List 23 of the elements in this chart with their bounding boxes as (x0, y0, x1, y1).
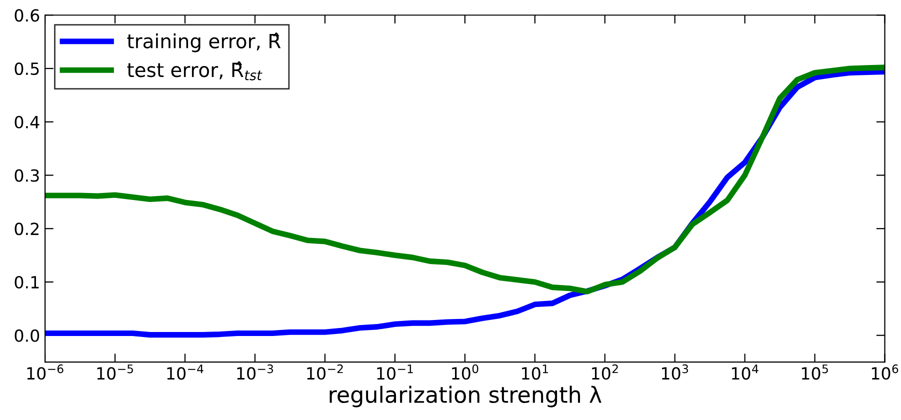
x-tick-label: 10$^{2}$ (592, 364, 618, 380)
y-tick-label: 0.4 (14, 116, 40, 128)
x-tick-label: 10$^{3}$ (662, 364, 688, 380)
x-tick-label: 10$^{1}$ (522, 364, 548, 380)
x-tick-label: 10$^{−3}$ (237, 364, 274, 380)
x-tick-label: 10$^{4}$ (732, 364, 758, 380)
legend-label: test error, R̂$_{tst}$ (127, 61, 262, 80)
y-tick-label: 0.5 (14, 62, 39, 76)
x-tick-label: 10$^{−1}$ (377, 364, 413, 380)
y-tick-label: 0.3 (14, 169, 39, 182)
x-tick-label: 10$^{−4}$ (167, 364, 204, 380)
x-axis-title: regularization strength λ (330, 386, 602, 408)
x-tick-label: 10$^{−5}$ (97, 364, 133, 380)
legend-label: training error, R̂ (127, 32, 281, 52)
y-tick-label: 0.2 (14, 222, 39, 236)
x-tick-label: 10$^{0}$ (452, 364, 478, 380)
x-tick-label: 10$^{5}$ (802, 364, 828, 380)
x-tick-label: 10$^{−6}$ (27, 364, 64, 380)
x-tick-label: 10$^{6}$ (872, 364, 898, 380)
y-tick-label: 0.6 (14, 9, 40, 22)
x-tick-label: 10$^{−2}$ (307, 364, 343, 380)
y-tick-label: 0.1 (14, 276, 39, 289)
y-tick-label: 0.0 (14, 329, 40, 342)
